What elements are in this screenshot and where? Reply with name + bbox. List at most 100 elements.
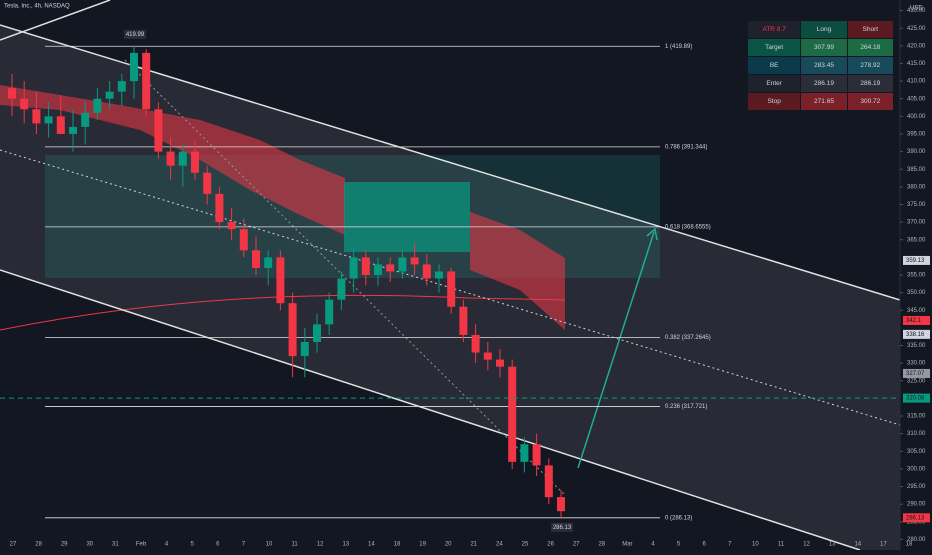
- x-tick-label: 11: [291, 542, 298, 548]
- x-tick-label: 18: [906, 542, 913, 548]
- x-tick-label: 21: [470, 542, 477, 548]
- table-cell: 283.45: [800, 56, 848, 75]
- candle-body: [361, 257, 370, 275]
- x-tick-label: 7: [728, 542, 732, 548]
- y-tick-label: 300.00: [907, 466, 926, 472]
- y-tick-label: 280.00: [907, 537, 926, 543]
- x-tick-label: 19: [419, 542, 426, 548]
- candle-body: [496, 359, 504, 367]
- price-tag-label: 327.07: [906, 371, 925, 377]
- y-tick-label: 405.00: [907, 96, 926, 102]
- candle-body: [154, 109, 163, 152]
- candle-body: [508, 366, 517, 462]
- x-tick-label: 27: [573, 542, 580, 548]
- candle-body: [435, 271, 443, 279]
- candle-body: [422, 264, 431, 279]
- candle-body: [386, 264, 395, 272]
- candle-body: [69, 126, 77, 134]
- y-tick-label: 420.00: [907, 43, 926, 49]
- candle-body: [520, 444, 529, 462]
- candle-body: [483, 352, 492, 360]
- table-cell: 307.99: [800, 38, 848, 57]
- x-tick-label: 26: [547, 542, 554, 548]
- candle-body: [166, 151, 175, 166]
- y-tick-label: 330.00: [907, 361, 926, 367]
- candle-body: [325, 299, 334, 325]
- symbol: Tesla, Inc., 4h, NASDAQ: [4, 4, 70, 10]
- y-tick-label: 325.00: [907, 378, 926, 384]
- x-tick-label: 10: [266, 542, 273, 548]
- x-tick-label: 5: [191, 542, 195, 548]
- table-cell: 286.19: [846, 74, 895, 93]
- candle-body: [178, 151, 187, 166]
- y-tick-label: 350.00: [907, 290, 926, 296]
- candle-body: [544, 465, 553, 498]
- table-cell: Short: [846, 20, 895, 39]
- table-row: BE 283.45 278.92: [746, 56, 895, 75]
- candle-body: [130, 52, 138, 82]
- candle-body: [105, 91, 114, 99]
- y-tick-label: 430.00: [907, 8, 926, 14]
- candle-body: [227, 222, 236, 230]
- x-tick-label: 13: [829, 542, 836, 548]
- candle-body: [374, 264, 382, 275]
- y-tick-label: 295.00: [907, 484, 926, 490]
- y-tick-label: 370.00: [907, 220, 926, 226]
- high-label-box: [124, 29, 146, 39]
- y-tick-label: 285.00: [907, 519, 926, 525]
- price-tag-label: 286.13: [906, 515, 925, 521]
- table-cell: Stop: [746, 92, 802, 111]
- moving-average: [0, 294, 566, 331]
- price-tag: [903, 329, 930, 339]
- candle-body: [337, 278, 346, 300]
- x-tick-label: 4: [165, 542, 169, 548]
- y-tick-label: 310.00: [907, 431, 926, 437]
- candle-body: [215, 193, 224, 223]
- x-tick-label: 11: [778, 542, 785, 548]
- table-cell: BE: [746, 56, 802, 75]
- table-cell: Target: [746, 38, 802, 57]
- x-tick-label: 12: [803, 542, 810, 548]
- position-table: ATR 8.7 Long Short Target 307.99 264.18 BE 283.…: [746, 20, 895, 111]
- channel-line: [0, 0, 111, 41]
- x-tick-label: 31: [112, 542, 119, 548]
- price-tag: [903, 368, 930, 378]
- candle-body: [410, 257, 419, 265]
- y-tick-label: 305.00: [907, 449, 926, 455]
- table-row: Target 307.99 264.18: [746, 38, 895, 57]
- high-label: 419.99: [126, 32, 145, 38]
- candle-body: [398, 257, 407, 272]
- x-tick-label: 28: [598, 542, 605, 548]
- candle-body: [313, 324, 321, 342]
- candle-body: [117, 81, 126, 92]
- price-tag: [903, 255, 930, 265]
- x-tick-label: 29: [61, 542, 68, 548]
- x-tick-label: 14: [368, 542, 375, 548]
- x-tick-label: 28: [35, 542, 42, 548]
- price-tag: [903, 393, 930, 403]
- y-tick-label: 365.00: [907, 237, 926, 243]
- y-tick-label: 315.00: [907, 414, 926, 420]
- x-tick-label: 5: [677, 542, 681, 548]
- x-tick-label: 18: [394, 542, 401, 548]
- x-tick-label: 20: [445, 542, 452, 548]
- table-cell: Enter: [746, 74, 802, 93]
- candle-body: [142, 52, 151, 110]
- candle-body: [44, 116, 53, 124]
- low-label-box: [551, 522, 573, 532]
- fib-label: 0 (286.13): [665, 515, 692, 521]
- x-tick-label: 24: [496, 542, 503, 548]
- table-cell: 300.72: [846, 92, 895, 111]
- table-cell: Long: [800, 20, 848, 39]
- candle-body: [288, 303, 297, 357]
- fib-label: 0.618 (368.6555): [665, 224, 711, 230]
- cloud-red: [470, 212, 565, 330]
- candle-body: [8, 88, 16, 99]
- fib-label: 1 (419.89): [665, 44, 692, 50]
- table-cell: 264.18: [846, 38, 895, 57]
- candle-body: [93, 98, 102, 113]
- candle-body: [81, 112, 90, 127]
- candle-body: [532, 444, 541, 466]
- x-tick-label: Mar: [622, 542, 632, 548]
